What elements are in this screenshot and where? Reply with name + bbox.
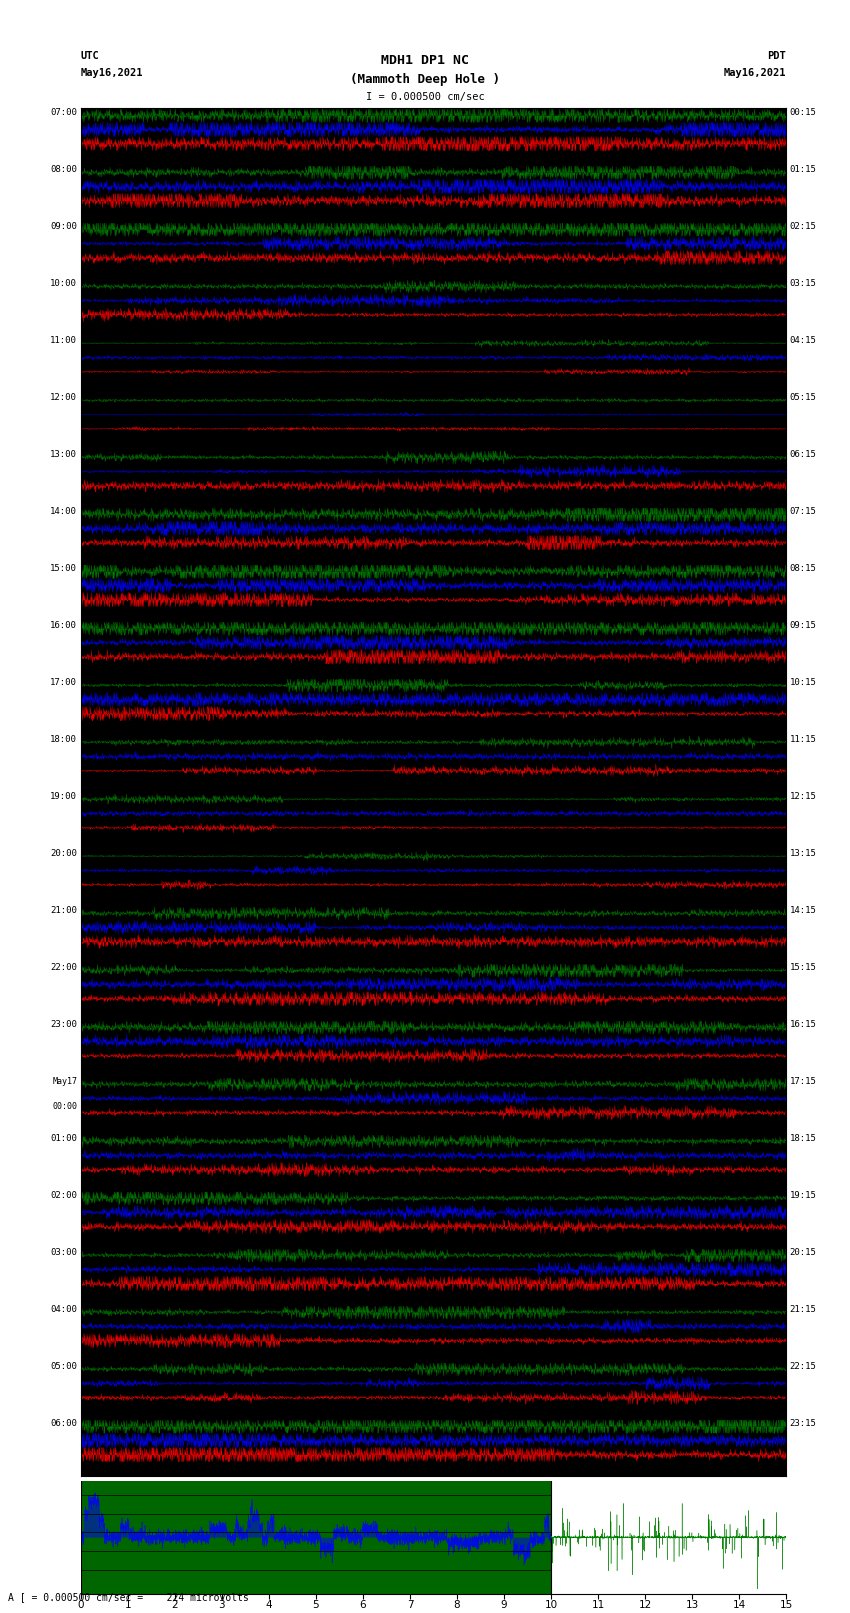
Text: May17: May17 xyxy=(52,1077,77,1086)
Text: 15:00: 15:00 xyxy=(50,565,77,573)
Text: 06:00: 06:00 xyxy=(50,1419,77,1428)
Text: 08:15: 08:15 xyxy=(790,565,817,573)
Text: 13:00: 13:00 xyxy=(50,450,77,460)
Text: 22:15: 22:15 xyxy=(790,1361,817,1371)
Text: 00:15: 00:15 xyxy=(790,108,817,118)
Text: 17:00: 17:00 xyxy=(50,677,77,687)
Text: 10:00: 10:00 xyxy=(50,279,77,289)
Text: 14:00: 14:00 xyxy=(50,506,77,516)
Text: 10:15: 10:15 xyxy=(790,677,817,687)
Text: 09:00: 09:00 xyxy=(50,223,77,231)
Text: 03:15: 03:15 xyxy=(790,279,817,289)
Text: 14:15: 14:15 xyxy=(790,907,817,915)
Text: (Mammoth Deep Hole ): (Mammoth Deep Hole ) xyxy=(350,73,500,87)
Text: 11:15: 11:15 xyxy=(790,736,817,744)
Text: 01:00: 01:00 xyxy=(50,1134,77,1144)
Text: 13:15: 13:15 xyxy=(790,848,817,858)
Text: 15:15: 15:15 xyxy=(790,963,817,973)
Text: May16,2021: May16,2021 xyxy=(81,68,144,77)
Text: 21:15: 21:15 xyxy=(790,1305,817,1315)
Text: 07:00: 07:00 xyxy=(50,108,77,118)
Text: 08:00: 08:00 xyxy=(50,165,77,174)
Text: A [ = 0.000500 cm/sec =    224 microvolts: A [ = 0.000500 cm/sec = 224 microvolts xyxy=(8,1592,249,1602)
Text: 18:15: 18:15 xyxy=(790,1134,817,1144)
Text: 09:15: 09:15 xyxy=(790,621,817,631)
Text: May16,2021: May16,2021 xyxy=(723,68,786,77)
Text: 04:15: 04:15 xyxy=(790,336,817,345)
Text: PDT: PDT xyxy=(768,50,786,61)
Text: 20:00: 20:00 xyxy=(50,848,77,858)
Text: UTC: UTC xyxy=(81,50,99,61)
Text: 02:00: 02:00 xyxy=(50,1190,77,1200)
Text: 16:00: 16:00 xyxy=(50,621,77,631)
Bar xyxy=(551,1481,786,1594)
Text: 19:15: 19:15 xyxy=(790,1190,817,1200)
Text: 12:15: 12:15 xyxy=(790,792,817,802)
Text: 22:00: 22:00 xyxy=(50,963,77,973)
Text: 20:15: 20:15 xyxy=(790,1248,817,1257)
Text: 05:00: 05:00 xyxy=(50,1361,77,1371)
Text: 05:15: 05:15 xyxy=(790,394,817,402)
Text: 11:00: 11:00 xyxy=(50,336,77,345)
Text: 12:00: 12:00 xyxy=(50,394,77,402)
Text: 21:00: 21:00 xyxy=(50,907,77,915)
Text: 23:15: 23:15 xyxy=(790,1419,817,1428)
Text: 23:00: 23:00 xyxy=(50,1019,77,1029)
Text: I = 0.000500 cm/sec: I = 0.000500 cm/sec xyxy=(366,92,484,102)
Text: 02:15: 02:15 xyxy=(790,223,817,231)
Text: 01:15: 01:15 xyxy=(790,165,817,174)
Text: 03:00: 03:00 xyxy=(50,1248,77,1257)
Text: 04:00: 04:00 xyxy=(50,1305,77,1315)
Text: 19:00: 19:00 xyxy=(50,792,77,802)
Text: 18:00: 18:00 xyxy=(50,736,77,744)
Text: 00:00: 00:00 xyxy=(52,1102,77,1111)
Text: MDH1 DP1 NC: MDH1 DP1 NC xyxy=(381,53,469,68)
Bar xyxy=(81,1481,551,1594)
Text: 07:15: 07:15 xyxy=(790,506,817,516)
Text: 17:15: 17:15 xyxy=(790,1077,817,1086)
Text: 06:15: 06:15 xyxy=(790,450,817,460)
Text: 16:15: 16:15 xyxy=(790,1019,817,1029)
